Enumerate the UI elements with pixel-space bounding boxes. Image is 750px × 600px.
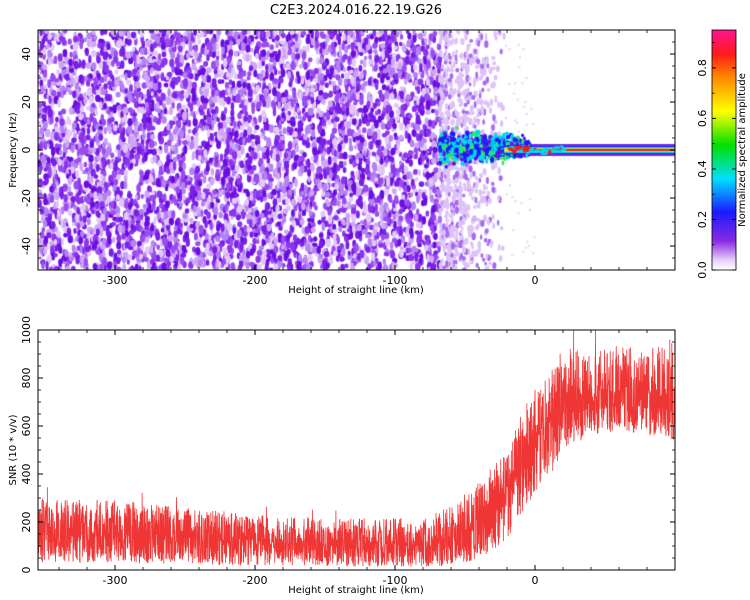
colorbar-tick-label: 0.2 [696, 211, 709, 229]
snr-ytick-label: 200 [20, 512, 33, 533]
colorbar-tick-label: 0.0 [696, 261, 709, 279]
snr-ytick-label: 600 [20, 416, 33, 437]
snr-panel: -300 -200 -100 0 0 200 400 600 800 1000 Height of… [8, 316, 676, 596]
snr-xlabel: Height of straight line (km) [288, 585, 424, 596]
snr-xtick-label: -100 [383, 574, 408, 587]
snr-ytick-label: 400 [20, 464, 33, 485]
snr-xtick-label: -300 [103, 574, 128, 587]
spectrogram-ytick-label: 20 [20, 95, 33, 109]
colorbar-tick-label: 0.8 [696, 59, 709, 77]
figure-title: C2E3.2024.016.22.19.G26 [270, 3, 442, 18]
colorbar-gradient [711, 29, 737, 271]
colorbar-tick-label: 0.4 [696, 160, 709, 178]
snr-xtick-label: 0 [532, 574, 539, 587]
snr-series-line [37, 329, 676, 567]
colorbar-ticks: 0.0 0.2 0.4 0.6 0.8 [696, 42, 736, 279]
spectrogram-xtick-label: -100 [383, 274, 408, 287]
spectrogram-ylabel: Frequency (Hz) [8, 112, 19, 188]
snr-ytick-label: 1000 [20, 316, 33, 344]
spectrogram-xlabel: Height of straight line (km) [288, 285, 424, 296]
spectrogram-image [38, 30, 675, 270]
spectrogram-ytick-label: -40 [20, 237, 33, 255]
snr-ylabel: SNR (10 * v/v) [8, 414, 19, 485]
colorbar-tick-label: 0.6 [696, 110, 709, 128]
spectrogram-ytick-label: -20 [20, 189, 33, 207]
spectrogram-xtick-label: -300 [103, 274, 128, 287]
snr-ticks: -300 -200 -100 0 0 200 400 600 800 1000 [20, 316, 676, 587]
colorbar: 0.0 0.2 0.4 0.6 0.8 Normalized spectral ampl… [696, 29, 748, 279]
snr-content [37, 329, 676, 567]
spectrogram-xtick-label: -200 [243, 274, 268, 287]
snr-ytick-label: 0 [20, 567, 33, 574]
spectrogram-content [38, 30, 675, 270]
snr-xtick-label: -200 [243, 574, 268, 587]
spectrogram-ytick-label: 0 [20, 147, 33, 154]
spectrogram-xtick-label: 0 [532, 274, 539, 287]
colorbar-label: Normalized spectral amplitude [737, 73, 748, 227]
spectrogram-ytick-label: 40 [20, 47, 33, 61]
snr-ytick-label: 800 [20, 368, 33, 389]
